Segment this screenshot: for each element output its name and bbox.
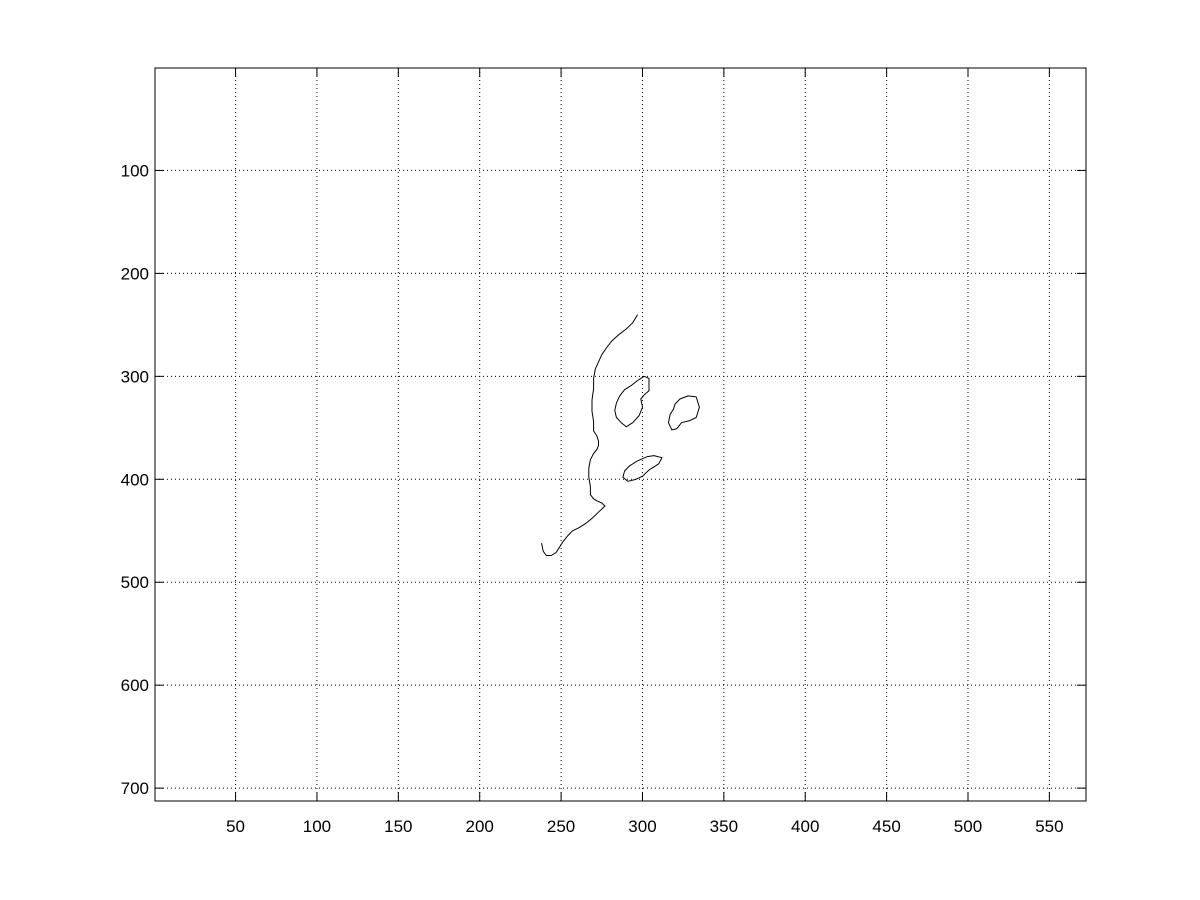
x-tick-label: 500	[954, 817, 982, 836]
y-tick-label: 300	[121, 367, 149, 386]
x-tick-label: 100	[303, 817, 331, 836]
x-tick-label: 150	[384, 817, 412, 836]
tick-labels: 50 100 150 200 250 300 350 400 450 500 550 100 200 30…	[121, 161, 1064, 836]
axis-ticks	[155, 68, 1086, 801]
x-tick-label: 300	[628, 817, 656, 836]
x-tick-label: 50	[226, 817, 245, 836]
x-tick-label: 450	[872, 817, 900, 836]
series-line-2	[614, 375, 650, 428]
series-line-3	[668, 395, 700, 431]
series-line-4	[622, 455, 663, 482]
series-line-1	[541, 314, 639, 556]
y-tick-label: 600	[121, 676, 149, 695]
y-tick-label: 500	[121, 573, 149, 592]
axes-box	[154, 67, 1087, 802]
y-tick-label: 400	[121, 470, 149, 489]
x-tick-label: 200	[466, 817, 494, 836]
y-tick-label: 200	[121, 264, 149, 283]
x-tick-label: 250	[547, 817, 575, 836]
data-series	[541, 314, 700, 556]
y-tick-label: 100	[121, 161, 149, 180]
x-tick-label: 350	[710, 817, 738, 836]
x-tick-label: 550	[1035, 817, 1063, 836]
x-tick-label: 400	[791, 817, 819, 836]
y-tick-label: 700	[121, 779, 149, 798]
